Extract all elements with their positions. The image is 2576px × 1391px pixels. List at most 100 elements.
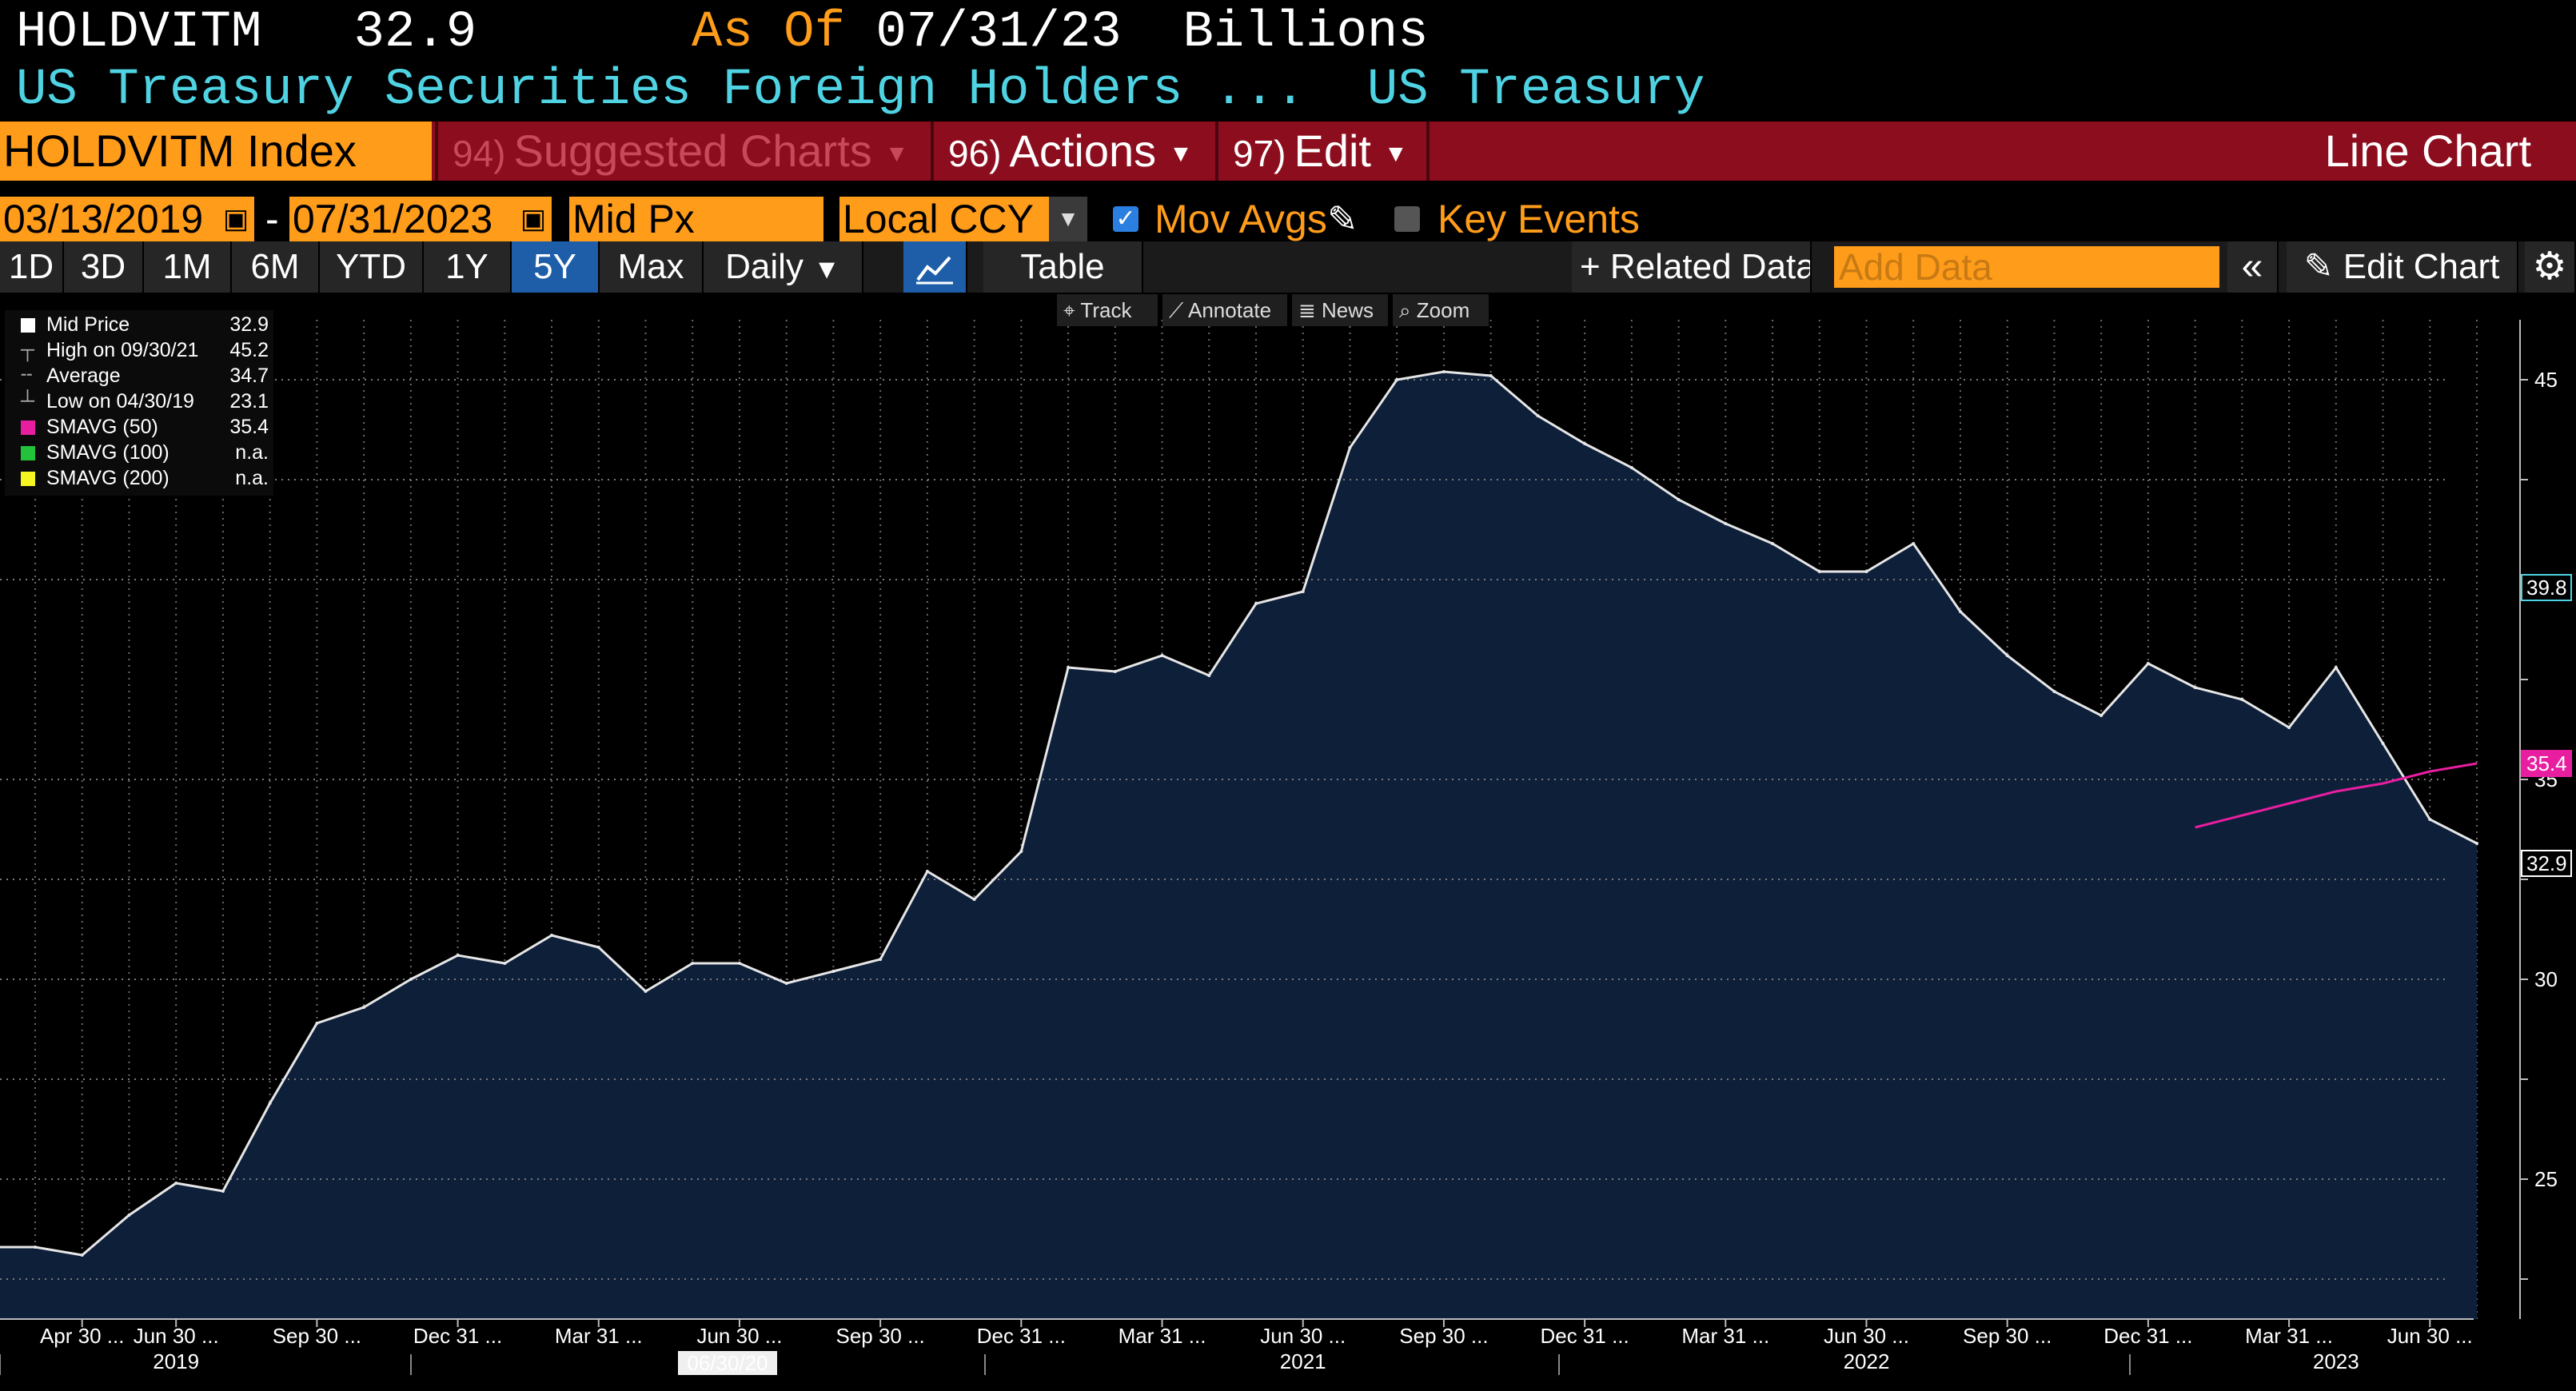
chevron-down-icon: ▼: [1383, 141, 1408, 168]
data-point: [1395, 378, 1399, 381]
data-point: [409, 978, 413, 981]
data-point: [268, 1102, 272, 1105]
data-point: [550, 934, 554, 937]
y-tick-label: 45: [2534, 368, 2558, 392]
data-point: [80, 1253, 84, 1257]
x-tick-label: Mar 31 ...: [2245, 1324, 2333, 1348]
actions-button[interactable]: 96) Actions ▼: [931, 122, 1215, 181]
period-max[interactable]: Max: [600, 241, 704, 293]
zoom-tool[interactable]: ⌕ Zoom: [1393, 294, 1489, 326]
news-icon: ≣: [1298, 298, 1316, 322]
gear-icon[interactable]: ⚙: [2525, 241, 2576, 293]
year-label: 2022: [1844, 1349, 1890, 1373]
table-button[interactable]: Table: [983, 241, 1143, 293]
chevron-down-icon: ▼: [1169, 141, 1193, 168]
annotate-tool[interactable]: ⟋ Annotate: [1162, 294, 1287, 326]
edit-button[interactable]: 97) Edit ▼: [1215, 122, 1426, 181]
data-point: [1160, 654, 1164, 657]
data-point: [456, 954, 460, 957]
legend-swatch: [21, 420, 35, 435]
data-point: [1254, 602, 1258, 605]
line-chart-icon[interactable]: [903, 241, 967, 293]
pencil-icon[interactable]: ✎: [1327, 198, 1358, 240]
legend-item: ┴ Low on 04/30/19 23.1: [21, 390, 269, 413]
data-point: [596, 946, 600, 949]
data-point: [34, 1246, 37, 1249]
series-line-mid-price: [0, 370, 2478, 1257]
data-point: [174, 1182, 178, 1185]
year-label: 2023: [2313, 1349, 2359, 1373]
x-tick-label: Jun 30 ...: [2387, 1324, 2473, 1348]
end-date-field[interactable]: 07/31/2023: [289, 197, 515, 241]
period-ytd[interactable]: YTD: [320, 241, 424, 293]
data-point: [831, 970, 835, 973]
smavg-price-tag-box: [2521, 750, 2572, 777]
data-point: [1348, 446, 1352, 449]
price-field-select[interactable]: Mid Px: [569, 197, 823, 241]
ticker-symbol: HOLDVITM: [16, 4, 262, 62]
chevron-down-icon[interactable]: ▼: [1049, 197, 1087, 241]
legend-swatch: [21, 472, 35, 486]
legend-item: ╌ Average 34.7: [21, 365, 269, 387]
period-3d[interactable]: 3D: [64, 241, 144, 293]
data-point: [879, 958, 883, 961]
start-date-field[interactable]: 03/13/2019: [0, 197, 217, 241]
data-point: [2334, 666, 2338, 669]
data-point: [2475, 842, 2478, 845]
collapse-icon[interactable]: «: [2227, 241, 2279, 293]
legend-swatch: [21, 446, 35, 460]
chart-type-label: Line Chart: [2324, 126, 2531, 176]
security-field[interactable]: HOLDVITM Index: [0, 122, 432, 181]
period-5y[interactable]: 5Y: [512, 241, 600, 293]
x-tick-label: Sep 30 ...: [1963, 1324, 2052, 1348]
average-marker-icon: ╌: [21, 365, 33, 386]
year-label: 2019: [153, 1349, 199, 1373]
period-1y[interactable]: 1Y: [424, 241, 512, 293]
data-point: [644, 990, 648, 993]
data-point: [972, 898, 976, 901]
calendar-icon[interactable]: ▣: [217, 197, 254, 241]
data-point: [1207, 674, 1211, 677]
data-point: [1724, 522, 1728, 525]
data-point: [1489, 374, 1493, 377]
data-point: [1442, 370, 1446, 373]
frequency-select[interactable]: Daily ▼: [704, 241, 863, 293]
data-point: [2381, 742, 2385, 745]
x-tick-label: Apr 30 ...: [40, 1324, 125, 1348]
x-tick-label: Dec 31 ...: [1540, 1324, 1629, 1348]
data-point: [1583, 442, 1587, 445]
mov-avgs-checkbox[interactable]: ✓: [1113, 206, 1138, 232]
data-point: [2240, 698, 2244, 701]
currency-select[interactable]: Local CCY: [839, 197, 1049, 241]
data-point: [221, 1190, 225, 1193]
period-1d[interactable]: 1D: [0, 241, 64, 293]
date-separator: -: [265, 197, 279, 241]
edit-chart-button[interactable]: ✎ Edit Chart: [2287, 241, 2518, 293]
period-6m[interactable]: 6M: [232, 241, 320, 293]
calendar-icon[interactable]: ▣: [515, 197, 552, 241]
period-1m[interactable]: 1M: [144, 241, 232, 293]
asof-label: As Of: [691, 4, 845, 62]
low-marker-icon: ┴: [21, 390, 35, 412]
data-point: [1771, 542, 1775, 545]
key-events-checkbox[interactable]: [1394, 206, 1420, 232]
data-point: [1536, 414, 1540, 417]
data-point: [1912, 542, 1916, 545]
x-tick-label: Jun 30 ...: [696, 1324, 782, 1348]
add-data-input[interactable]: Add Data: [1834, 246, 2219, 288]
suggested-charts-button[interactable]: 94) Suggested Charts ▼: [435, 122, 931, 181]
chevron-down-icon: ▼: [884, 141, 909, 168]
year-label: 2021: [1280, 1349, 1326, 1373]
track-tool[interactable]: ⌖ Track: [1057, 294, 1158, 326]
data-point: [1677, 498, 1681, 501]
news-tool[interactable]: ≣ News: [1292, 294, 1388, 326]
related-data-button[interactable]: + Related Data: [1572, 241, 1812, 293]
x-tick-label: Sep 30 ...: [273, 1324, 361, 1348]
toolbar-divider: [1426, 122, 1430, 181]
chart-legend: Mid Price 32.9 ┬ High on 09/30/21 45.2 ╌ Ave…: [5, 310, 273, 496]
mov-avgs-label: Mov Avgs: [1154, 197, 1327, 241]
magnifier-icon: ⌕: [1399, 298, 1411, 322]
data-point: [1817, 570, 1821, 573]
x-tick-label: Mar 31 ...: [1681, 1324, 1769, 1348]
